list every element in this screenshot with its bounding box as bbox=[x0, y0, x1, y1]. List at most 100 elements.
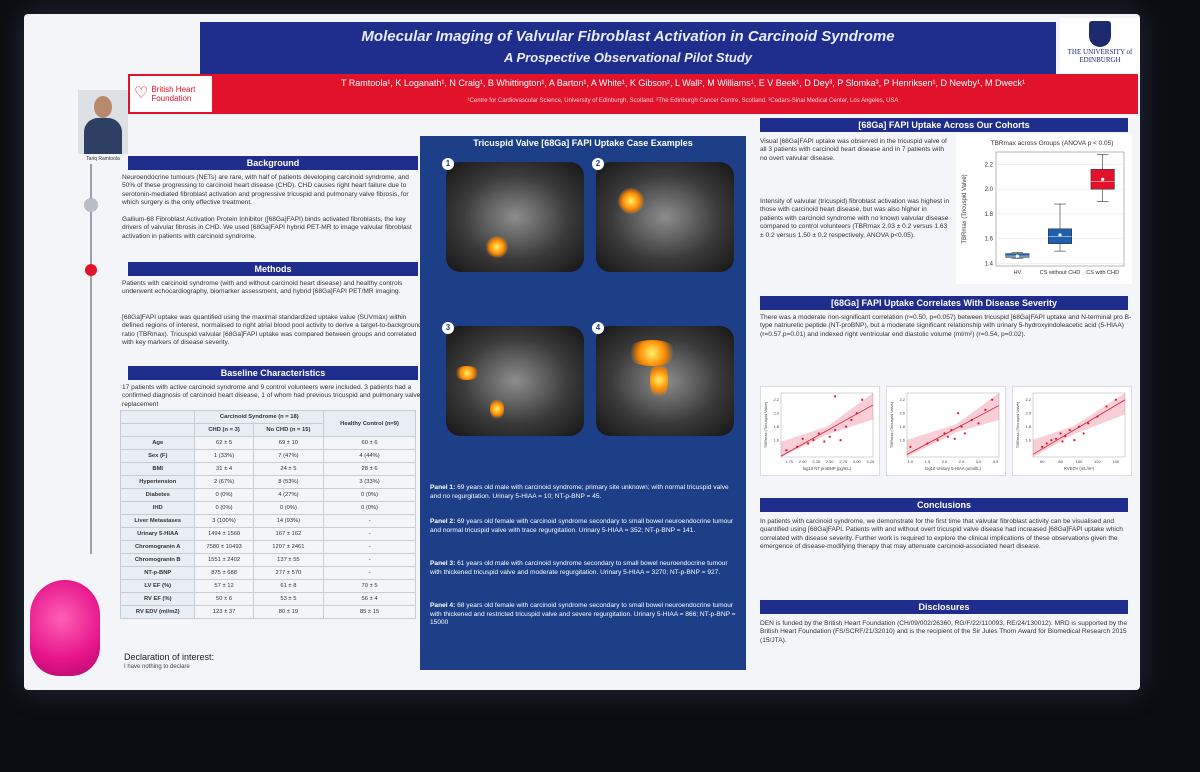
table-cell: 28 ± 6 bbox=[323, 462, 416, 476]
y-tick-label: 1.6 bbox=[985, 237, 994, 243]
y-tick-label: 2.2 bbox=[1025, 397, 1031, 402]
x-tick-label: 2.0 bbox=[942, 459, 948, 464]
table-cell: 1494 ± 1560 bbox=[194, 527, 254, 541]
table-row: Urinary 5-HIAA 1494 ± 1560 167 ± 162- bbox=[119, 527, 416, 541]
table-cell: 85 ± 15 bbox=[323, 605, 416, 619]
panel-number-2: 2 bbox=[592, 158, 604, 170]
table-cell: 137 ± 55 bbox=[252, 553, 325, 567]
bhf-label: British Heart Foundation bbox=[151, 85, 196, 103]
x-tick-label: 1.5 bbox=[925, 459, 931, 464]
background-text-1: Neuroendocrine tumours (NETs) are rare, … bbox=[122, 174, 409, 207]
case-text-2: Panel 2: 69 years old female with carcin… bbox=[430, 518, 734, 534]
conclusions-text: In patients with carcinoid syndrome, we … bbox=[760, 518, 1123, 551]
table-row: Diabetes 0 (0%) 4 (27%) 0 (0%) bbox=[119, 488, 416, 502]
scatter-5hiaa: 1.6 1.8 2.0 2.2 1.0 1.5 2.0 2.5 3.0 3.5 log10 Urin… bbox=[886, 386, 1006, 476]
correlates-text: There was a moderate non-significant cor… bbox=[760, 314, 1132, 338]
table-cell: 8 (53%) bbox=[252, 475, 325, 489]
scatter-point bbox=[1054, 437, 1058, 440]
x-tick-label: 3.5 bbox=[993, 459, 999, 464]
row-label: IHD bbox=[119, 501, 196, 515]
methods-heading: Methods bbox=[128, 262, 418, 276]
row-label: Age bbox=[119, 436, 196, 450]
x-tick-label: 80 bbox=[1058, 459, 1063, 464]
table-cell: 57 ± 12 bbox=[194, 579, 254, 593]
y-tick-label: 1.8 bbox=[773, 424, 779, 429]
case-text-4: Panel 4: 68 years old female with carcin… bbox=[430, 602, 736, 627]
scatter-point bbox=[909, 445, 912, 448]
table-cell: 50 ± 6 bbox=[194, 592, 254, 606]
table-row: IHD 0 (0%) 0 (0%) 0 (0%) bbox=[119, 501, 416, 515]
uptake-text-1: Visual [68Ga]FAPI uptake was observed in… bbox=[760, 138, 947, 162]
declaration-title: Declaration of interest: bbox=[124, 652, 215, 662]
author-band: T Ramtoola¹, K Loganath¹, N Craig¹, B Wh… bbox=[128, 74, 1138, 114]
scatter-point bbox=[963, 432, 967, 435]
x-tick-label: HV bbox=[1013, 270, 1021, 276]
table-cell: 0 (0%) bbox=[194, 488, 254, 502]
timeline-dot-active bbox=[85, 264, 97, 276]
table-cell: 2 (67%) bbox=[194, 475, 254, 489]
table-cell: 56 ± 4 bbox=[323, 592, 416, 606]
table-cell: 3 (100%) bbox=[194, 514, 254, 528]
scatter-point bbox=[950, 428, 953, 432]
baseline-table: Carcinoid Syndrome (n = 18) Healthy Cont… bbox=[119, 410, 416, 619]
x-tick-label: CS with CHD bbox=[1086, 270, 1119, 276]
table-row: RV EDV (ml/m2) 123 ± 37 80 ± 19 85 ± 15 bbox=[119, 605, 416, 619]
panel-number-3: 3 bbox=[442, 322, 454, 334]
baseline-heading: Baseline Characteristics bbox=[128, 366, 418, 380]
y-axis-label: TBRmax (Tricuspid Valve) bbox=[889, 401, 894, 448]
table-row: NT-p-BNP 875 ± 688 277 ± 570- bbox=[119, 566, 416, 580]
tbr-box-chart: TBRmax across Groups (ANOVA p < 0.05) 1.4… bbox=[956, 134, 1132, 284]
scan-panel-2 bbox=[596, 162, 734, 272]
y-axis-label: TBRmax (Tricuspid Valve) bbox=[1015, 401, 1020, 448]
scatter-point bbox=[1045, 442, 1048, 445]
table-cell: 53 ± 5 bbox=[252, 592, 325, 606]
row-label: Urinary 5-HIAA bbox=[119, 527, 196, 541]
x-tick-label: CS without CHD bbox=[1040, 270, 1081, 276]
row-label: Diabetes bbox=[119, 488, 196, 502]
x-tick-label: 3.00 bbox=[853, 459, 862, 464]
case-text-1: Panel 1: 69 years old male with carcinoi… bbox=[430, 484, 729, 500]
disclosures-heading: Disclosures bbox=[760, 600, 1128, 614]
x-tick-label: 120 bbox=[1094, 459, 1101, 464]
table-cell: 7 (47%) bbox=[252, 449, 325, 463]
plot-area bbox=[995, 151, 1125, 267]
timeline-dot bbox=[84, 198, 98, 212]
y-axis-label: TBRmax (Tricuspid Valve) bbox=[962, 174, 968, 243]
scatter-point bbox=[1105, 405, 1108, 408]
scatter-point bbox=[970, 418, 973, 422]
scatter-point bbox=[943, 432, 946, 435]
scatter-point bbox=[855, 412, 858, 415]
x-tick-label: 1.75 bbox=[785, 459, 794, 464]
table-row: LV EF (%) 57 ± 12 61 ± 8 70 ± 5 bbox=[119, 579, 416, 593]
table-row: Age 62 ± 5 69 ± 10 60 ± 6 bbox=[119, 436, 416, 450]
x-axis-label: log10 NT proBNP (pg/mL) bbox=[803, 466, 852, 471]
y-tick-label: 2.2 bbox=[985, 162, 994, 168]
scatter-point bbox=[806, 442, 810, 445]
scatter-point bbox=[957, 412, 960, 415]
table-cell: - bbox=[323, 553, 416, 567]
scatter-point bbox=[1096, 415, 1099, 418]
scatter-ntprobnp: 1.6 1.8 2.0 2.2 1.75 2.00 2.25 2.50 2.75 3.00 3.25… bbox=[760, 386, 880, 476]
table-cell: 1551 ± 2402 bbox=[194, 553, 254, 567]
scatter-point bbox=[844, 425, 848, 428]
affiliations: ¹Centre for Cardiovascular Science, Univ… bbox=[467, 98, 899, 104]
author-list: T Ramtoola¹, K Loganath¹, N Craig¹, B Wh… bbox=[340, 78, 1026, 88]
x-tick-label: 3.0 bbox=[976, 459, 982, 464]
table-group-header: Carcinoid Syndrome (n = 18) bbox=[194, 410, 325, 424]
baseline-intro: 17 patients with active carcinoid syndro… bbox=[122, 384, 421, 408]
regression-line bbox=[906, 405, 1000, 455]
scatter-point bbox=[850, 418, 853, 422]
table-cell: - bbox=[323, 514, 416, 528]
panel-number-1: 1 bbox=[442, 158, 454, 170]
x-tick-label: 2.00 bbox=[799, 459, 808, 464]
table-cell: 1 (33%) bbox=[194, 449, 254, 463]
poster-screen: THE UNIVERSITY of EDINBURGH Molecular Im… bbox=[24, 14, 1140, 690]
scatter-point bbox=[861, 398, 864, 401]
scatter-point bbox=[936, 439, 939, 442]
chart-title: TBRmax across Groups (ANOVA p < 0.05) bbox=[991, 140, 1114, 147]
scatter-point bbox=[785, 449, 788, 452]
table-row: Liver Metastases 3 (100%) 14 (93%) - bbox=[119, 514, 416, 528]
table-cell: 875 ± 688 bbox=[194, 566, 254, 580]
plot-area bbox=[906, 392, 1000, 458]
scatter-rvedv: 1.6 1.8 2.0 2.2 60 80 100 120 140 RVEDV (mL/m²) TB… bbox=[1012, 386, 1132, 476]
